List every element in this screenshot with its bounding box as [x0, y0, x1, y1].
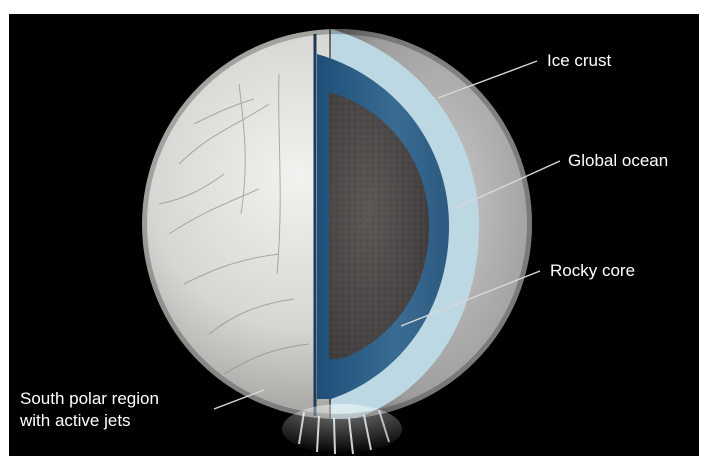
label-south-polar-line1: South polar region — [20, 389, 159, 408]
leader-ice-crust — [437, 60, 538, 99]
label-south-polar-line2: with active jets — [20, 411, 131, 430]
leader-global-ocean — [455, 160, 561, 209]
diagram-frame: Ice crust Global ocean Rocky core South … — [9, 14, 699, 456]
cutaway-section — [313, 29, 532, 419]
label-ice-crust: Ice crust — [547, 51, 612, 70]
south-polar-jets — [282, 404, 402, 455]
leader-south-polar — [213, 389, 265, 410]
enceladus-cutaway — [137, 24, 561, 455]
surface-fractures — [158, 73, 310, 375]
label-south-polar-region: South polar region with active jets — [20, 388, 159, 432]
label-rocky-core: Rocky core — [550, 261, 636, 280]
label-global-ocean: Global ocean — [568, 151, 669, 170]
leader-rocky-core — [400, 270, 541, 327]
